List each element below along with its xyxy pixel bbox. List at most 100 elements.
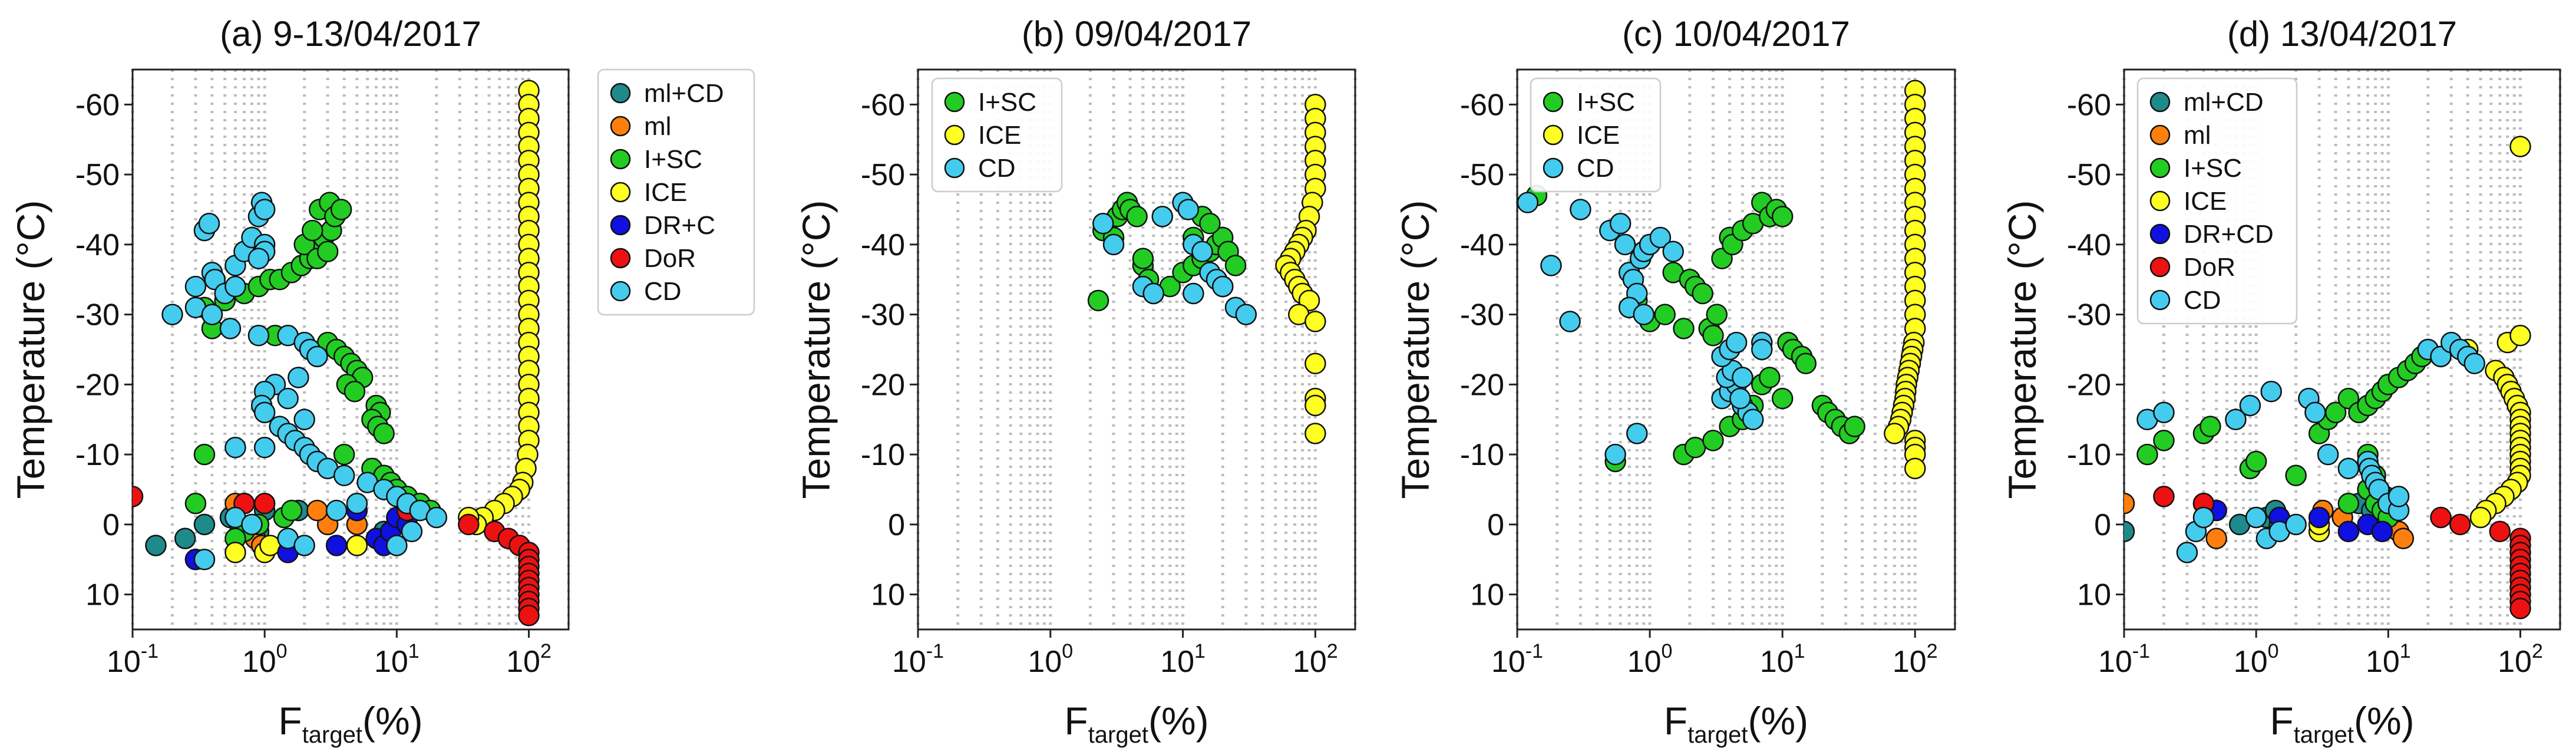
legend-entry: ml+CD (2184, 88, 2264, 117)
legend-marker (2149, 157, 2171, 179)
y-tick-label: -20 (75, 368, 120, 402)
point-cd (1151, 206, 1173, 228)
legend-entry: I+SC (644, 145, 702, 174)
point-i-sc (1654, 304, 1676, 325)
point-ml-cd (193, 513, 216, 536)
point-cd (2304, 401, 2326, 424)
plot-frame (917, 68, 1356, 631)
point-cd (293, 535, 315, 556)
point-cd (219, 318, 242, 339)
x-tick-label: 102 (2498, 640, 2543, 679)
point-ice (2509, 136, 2531, 157)
point-dor (253, 493, 276, 515)
y-tick-label: 10 (85, 578, 120, 612)
point-i-sc (280, 499, 303, 522)
y-tick-label: -40 (1460, 228, 1504, 262)
point-i-sc (1087, 289, 1109, 312)
point-i-sc (1759, 367, 1781, 388)
y-tick-label: -50 (1460, 158, 1504, 192)
point-cd (2176, 542, 2198, 563)
point-cd (293, 408, 315, 430)
chart-title: (c) 10/04/2017 (1622, 14, 1850, 54)
point-cd (1729, 387, 1751, 410)
point-i-sc (1706, 304, 1728, 325)
data-points (1517, 80, 1926, 480)
legend-entry: ICE (978, 121, 1021, 150)
legend-marker (2149, 256, 2171, 278)
y-tick-label: -10 (75, 438, 120, 472)
point-ice (346, 535, 368, 556)
y-tick-label: 10 (2077, 578, 2111, 612)
point-ice (224, 542, 246, 563)
legend-entry: CD (644, 277, 682, 306)
point-cd (198, 213, 220, 235)
legend-marker (610, 83, 631, 104)
point-i-sc (316, 240, 339, 262)
point-i-sc (1702, 325, 1724, 347)
panel-4: (d) 13/04/2017 -60 -50 -40 -30 -20 -10 0 10 10-1 1… (2000, 14, 2562, 748)
legend-marker (610, 149, 631, 170)
panel-3: (c) 10/04/2017 -60 -50 -40 -30 -20 -10 0 10 10-1 1… (1393, 14, 1957, 748)
point-cd (1609, 213, 1632, 235)
y-tick-label: -50 (75, 158, 120, 192)
point-i-sc (1684, 437, 1706, 459)
point-dr-c (325, 535, 348, 556)
legend-marker (1543, 91, 1564, 113)
point-ice (259, 535, 281, 556)
legend-marker (944, 91, 965, 113)
point-ml-cd (2124, 520, 2135, 542)
point-i-sc (1844, 416, 1865, 437)
point-cd (201, 304, 223, 325)
y-tick-label: 0 (103, 508, 120, 542)
point-i-sc (1673, 318, 1695, 339)
point-i-sc (193, 443, 216, 466)
y-tick-label: -20 (1460, 368, 1504, 402)
y-tick-label: -40 (861, 228, 905, 262)
point-cd (2337, 457, 2360, 480)
point-ml-cd (174, 527, 196, 549)
point-ice (1304, 423, 1326, 444)
point-cd (1177, 199, 1200, 220)
point-ice (1904, 457, 1926, 480)
legend-entry: CD (1577, 154, 1614, 183)
point-cd (1604, 443, 1626, 466)
point-cd (1211, 275, 1234, 298)
point-ice (1304, 311, 1326, 332)
point-cd (2192, 506, 2215, 529)
legend-box (931, 77, 1063, 193)
point-ice (2509, 325, 2531, 347)
point-cd (1742, 408, 1764, 430)
point-i-sc (2245, 450, 2267, 473)
y-tick-label: -20 (861, 368, 905, 402)
point-dor (2153, 486, 2175, 507)
point-cd (1614, 233, 1636, 256)
y-tick-label: 10 (1470, 578, 1504, 612)
y-axis-label: Temperature (°C) (9, 200, 52, 499)
point-cd (224, 275, 246, 298)
legend-entry: I+SC (2184, 154, 2242, 183)
point-cd (2317, 443, 2339, 466)
point-cd (2260, 381, 2282, 403)
point-i-sc (333, 443, 355, 466)
point-cd (1191, 240, 1213, 262)
point-cd (1517, 192, 1539, 213)
x-tick-label: 100 (2234, 640, 2279, 679)
chart-title: (b) 09/04/2017 (1022, 14, 1251, 54)
y-tick-label: 10 (871, 578, 905, 612)
y-tick-label: -60 (1460, 88, 1504, 122)
x-tick-label: 102 (1293, 640, 1338, 679)
point-i-sc (2337, 493, 2360, 515)
point-i-sc (1702, 430, 1724, 451)
point-dr-cd (2308, 506, 2330, 529)
point-dr-cd (2371, 520, 2393, 542)
point-ml-cd (145, 535, 167, 556)
point-i-sc (184, 493, 207, 515)
point-i-sc (1199, 213, 1221, 235)
y-tick-label: 0 (1487, 508, 1504, 542)
legend-marker (2149, 91, 2171, 113)
point-ml (2392, 527, 2415, 549)
point-i-sc (1692, 282, 1713, 305)
chart-title: (d) 13/04/2017 (2227, 14, 2457, 54)
point-cd (1570, 199, 1591, 220)
point-i-sc (1771, 206, 1794, 228)
